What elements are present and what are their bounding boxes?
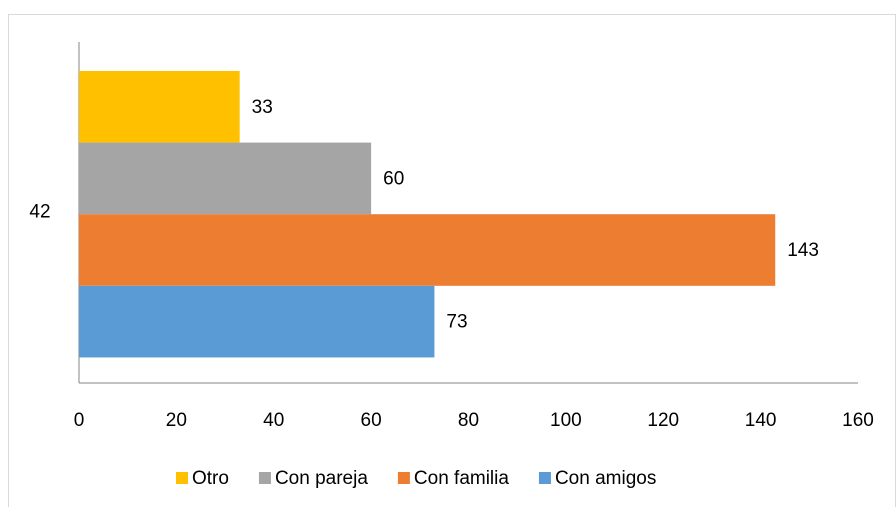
data-label: 73	[446, 312, 467, 333]
bar	[79, 70, 240, 143]
legend-swatch	[176, 472, 188, 484]
legend-label: Con amigos	[555, 468, 656, 489]
legend-label: Con pareja	[275, 468, 368, 489]
x-tick-label: 160	[842, 410, 874, 431]
x-tick-label: 100	[550, 410, 582, 431]
x-tick-label: 140	[745, 410, 777, 431]
x-tick-label: 40	[263, 410, 284, 431]
data-label: 60	[383, 168, 404, 189]
data-label: 33	[252, 97, 273, 118]
data-label: 143	[787, 240, 819, 261]
x-tick-label: 20	[166, 410, 187, 431]
x-tick-label: 60	[361, 410, 382, 431]
legend-swatch	[258, 472, 271, 484]
legend-swatch	[397, 472, 410, 484]
x-tick-label: 0	[74, 410, 85, 431]
bar	[79, 285, 435, 358]
x-tick-label: 80	[458, 410, 479, 431]
x-tick-label: 120	[647, 410, 679, 431]
legend-swatch	[538, 472, 551, 484]
bar	[79, 214, 776, 286]
y-tick-label: 42	[29, 202, 50, 223]
legend-label: Con familia	[414, 468, 509, 489]
bar	[79, 142, 372, 215]
legend-label: Otro	[192, 468, 229, 489]
